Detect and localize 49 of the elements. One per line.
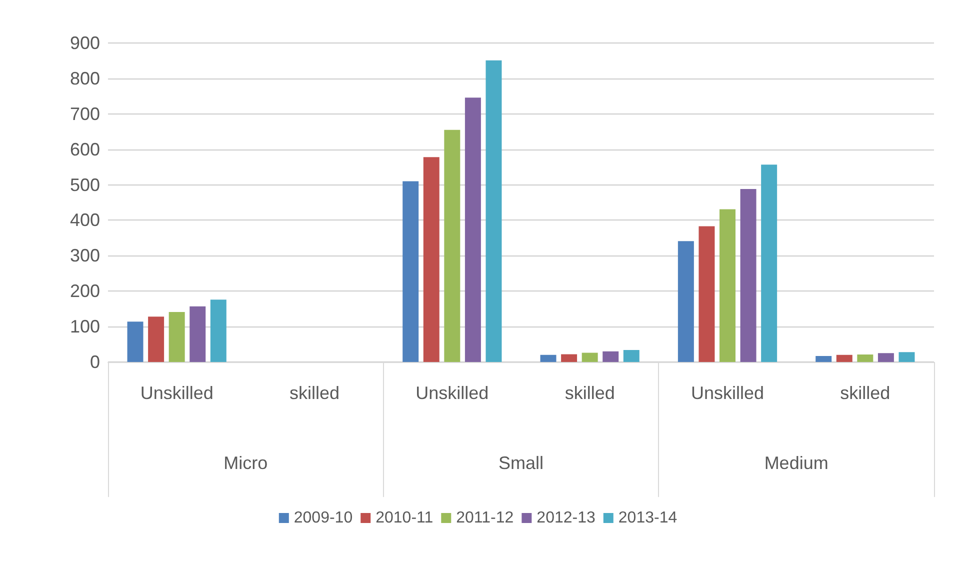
text: Medium — [764, 453, 828, 473]
bar — [210, 300, 226, 362]
y-tick-label: 600 — [70, 139, 100, 160]
bar — [816, 356, 832, 362]
text: Micro — [224, 453, 268, 473]
x-tick-label: skilled — [289, 383, 340, 403]
bar — [836, 354, 852, 362]
bar — [623, 350, 640, 362]
x-tick-label: Unskilled — [140, 383, 214, 403]
bar — [540, 354, 556, 362]
bar — [486, 60, 502, 362]
bar — [561, 354, 578, 362]
bar — [740, 189, 756, 362]
y-tick-label: 700 — [70, 104, 100, 124]
x-tick-label: Unskilled — [416, 383, 489, 403]
bar — [878, 353, 894, 362]
legend-label: 2013-14 — [618, 510, 678, 526]
text: Small — [498, 453, 544, 473]
legend-label: 2009-10 — [294, 510, 353, 526]
y-tick-label: 800 — [70, 68, 100, 88]
bar — [190, 306, 206, 362]
bar — [678, 241, 694, 362]
y-tick-label: 100 — [70, 316, 100, 337]
bar — [148, 316, 164, 362]
bar — [857, 354, 874, 362]
bar — [761, 164, 778, 362]
legend-label: 2012-13 — [536, 510, 596, 526]
legend-label: 2010-11 — [376, 510, 434, 526]
bar — [168, 312, 185, 362]
bar — [464, 98, 481, 362]
y-tick-label: 900 — [70, 33, 100, 53]
bar — [423, 157, 440, 362]
bar — [602, 351, 619, 362]
bar — [698, 226, 715, 362]
x-tick-label: skilled — [564, 383, 615, 403]
legend-label: 2011-12 — [456, 510, 514, 526]
bar — [402, 181, 419, 362]
bar — [127, 322, 144, 362]
y-tick-label: 200 — [70, 281, 100, 302]
bar — [444, 130, 460, 362]
x-tick-label: Unskilled — [690, 383, 764, 403]
y-tick-label: 0 — [90, 352, 100, 372]
y-tick-label: 500 — [70, 174, 100, 195]
y-tick-label: 400 — [70, 210, 100, 230]
bar — [898, 352, 915, 362]
bar — [582, 352, 598, 362]
bar — [720, 209, 736, 362]
x-tick-label: skilled — [840, 383, 890, 403]
y-tick-label: 300 — [70, 246, 100, 266]
